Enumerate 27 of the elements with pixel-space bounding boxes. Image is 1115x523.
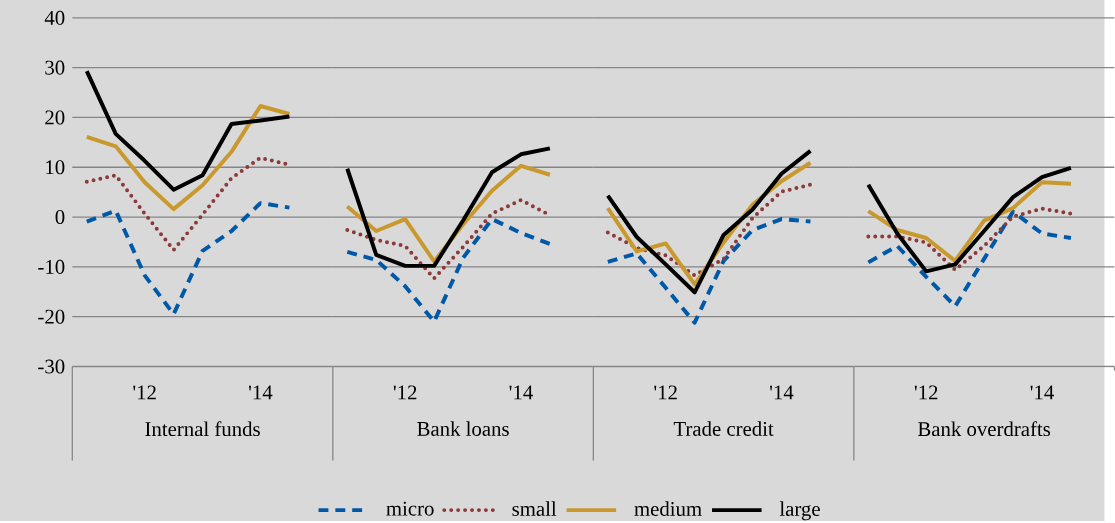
x-axis-title: Bank overdrafts bbox=[917, 421, 1051, 437]
x-tick-label: '12 bbox=[393, 385, 417, 400]
x-tick-label: '14 bbox=[509, 385, 533, 400]
legend-label: medium bbox=[634, 501, 702, 517]
y-tick-label: -10 bbox=[38, 259, 65, 274]
y-tick-label: 10 bbox=[46, 160, 65, 175]
x-tick-label: '12 bbox=[133, 385, 156, 400]
y-tick-label: 30 bbox=[45, 60, 65, 75]
y-tick-label: 0 bbox=[55, 210, 65, 225]
line-series bbox=[84, 69, 292, 192]
x-axis-title: Trade credit bbox=[673, 421, 774, 436]
legend-label: small bbox=[512, 501, 557, 517]
x-tick-label: '14 bbox=[249, 385, 273, 400]
y-tick-label: 40 bbox=[44, 10, 65, 25]
x-tick-label: '12 bbox=[654, 385, 677, 400]
y-tick-label: 20 bbox=[45, 110, 65, 125]
line-series bbox=[84, 201, 292, 317]
x-axis-title: Bank loans bbox=[417, 421, 509, 436]
y-tick-label: -30 bbox=[38, 359, 65, 374]
legend-label: micro bbox=[386, 501, 434, 516]
y-tick-label: -20 bbox=[38, 309, 65, 324]
x-tick-label: '12 bbox=[914, 385, 938, 400]
line-series bbox=[84, 104, 292, 212]
x-tick-label: '14 bbox=[1030, 385, 1054, 400]
x-tick-label: '14 bbox=[770, 385, 794, 400]
x-axis-title: Internal funds bbox=[145, 421, 260, 437]
legend-label: large bbox=[779, 501, 820, 521]
